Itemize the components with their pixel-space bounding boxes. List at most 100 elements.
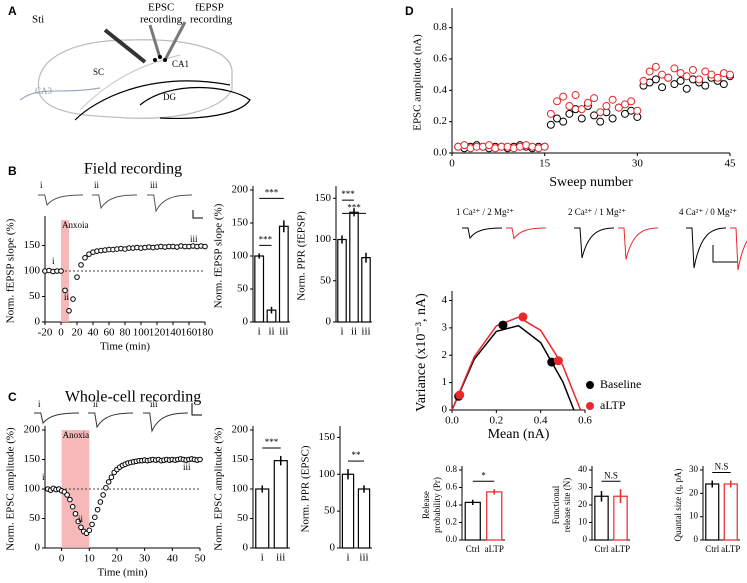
data-point <box>658 70 667 79</box>
data-point <box>627 97 636 106</box>
chart-title: Whole-cell recording <box>65 389 201 406</box>
data-point <box>713 73 722 82</box>
data-point <box>70 296 76 302</box>
y-axis-label: probability (Pr) <box>432 477 442 533</box>
trace <box>143 412 189 433</box>
x-tick-label: 60 <box>104 327 116 339</box>
data-point <box>651 75 660 84</box>
x-tick-label: 20 <box>111 553 123 565</box>
y-tick-label: 50 <box>237 283 249 295</box>
x-tick-label: 0 <box>58 327 64 339</box>
data-point <box>546 120 555 129</box>
data-point <box>726 70 734 79</box>
y-tick-label: 0.2 <box>446 517 457 527</box>
bar <box>273 460 288 549</box>
trace-condition: 2 Ca²⁺ / 1 Mg²⁺ <box>568 207 626 217</box>
x-tick-label: ii <box>268 326 274 338</box>
point-label: ii <box>78 514 84 524</box>
data-point <box>460 141 469 150</box>
data-point <box>498 320 508 330</box>
y-tick-label: 4 <box>442 294 448 306</box>
legend-label: aLTP <box>600 398 626 412</box>
significance-label: *** <box>259 234 273 244</box>
x-tick-label: 50 <box>195 553 207 565</box>
y-tick-label: 150 <box>232 453 249 465</box>
data-point <box>89 521 95 528</box>
data-point <box>78 524 84 531</box>
data-point <box>66 307 72 314</box>
data-point <box>105 479 112 485</box>
scale-bar <box>712 245 737 263</box>
y-tick-label: 50 <box>324 505 336 517</box>
data-point <box>202 243 208 250</box>
x-tick-label: iii <box>279 326 288 338</box>
data-point <box>577 105 586 114</box>
legend-marker <box>586 381 594 389</box>
y-tick-label: 100 <box>319 468 336 480</box>
x-tick-label: i <box>340 326 343 338</box>
bar <box>254 255 265 323</box>
data-point <box>596 117 605 126</box>
y-tick-label: 100 <box>232 250 249 262</box>
bar <box>357 488 371 549</box>
y-tick-label: 0.8 <box>446 464 458 474</box>
x-tick-label: aLTP <box>721 544 740 554</box>
data-point <box>670 80 679 89</box>
y-tick-label: 200 <box>24 424 41 436</box>
bar <box>594 495 609 541</box>
diagram-label: recording <box>190 14 233 26</box>
bar <box>341 473 355 549</box>
bar <box>486 491 503 541</box>
data-point <box>86 527 93 534</box>
y-tick-label: 50 <box>237 512 249 524</box>
y-axis-label: Quantal size (q, pA) <box>673 469 683 542</box>
data-point <box>707 70 716 79</box>
data-point <box>559 92 568 101</box>
bar <box>723 483 738 541</box>
bar <box>349 211 359 323</box>
y-tick-label: 200 <box>232 184 249 196</box>
y-tick-label: 150 <box>315 192 332 204</box>
significance-label: *** <box>265 187 279 197</box>
diagram-label: fEPSP <box>195 2 224 14</box>
y-tick-label: 20 <box>689 487 699 497</box>
diagram-label: DG <box>163 92 176 102</box>
y-axis-label: EPSC amplitude (nA) <box>412 34 424 131</box>
data-point <box>94 506 101 513</box>
y-tick-label: 0 <box>35 316 41 328</box>
data-point <box>701 67 710 76</box>
data-point <box>682 84 691 93</box>
x-tick-label: 0.2 <box>489 415 503 427</box>
data-point <box>664 73 673 82</box>
y-tick-label: 0.2 <box>433 115 447 127</box>
y-tick-label: 150 <box>232 217 249 229</box>
y-tick-label: 0.0 <box>446 534 458 544</box>
x-tick-label: 15 <box>539 158 551 170</box>
diagram-label: CA1 <box>172 59 189 69</box>
y-tick-label: 0 <box>35 542 41 554</box>
panel-label: D <box>405 4 414 18</box>
trace-condition: 4 Ca²⁺ / 0 Mg²⁺ <box>679 207 737 217</box>
x-tick-label: 160 <box>181 327 198 339</box>
data-point <box>78 262 84 268</box>
data-point <box>670 64 679 73</box>
data-point <box>620 109 629 118</box>
y-tick-label: 100 <box>232 483 249 495</box>
point-label: iii <box>190 234 198 244</box>
data-point <box>108 474 115 481</box>
data-point <box>645 67 654 76</box>
trace <box>88 412 134 429</box>
y-tick-label: 50 <box>29 290 41 302</box>
data-point <box>74 274 80 280</box>
data-point <box>596 108 605 117</box>
y-tick-label: 150 <box>24 239 41 251</box>
data-point <box>559 117 568 126</box>
x-tick-label: iii <box>276 552 285 564</box>
data-point <box>608 95 617 104</box>
data-point <box>602 102 611 110</box>
y-tick-label: 10 <box>578 517 588 527</box>
data-point <box>58 268 64 274</box>
x-tick-label: i <box>346 552 349 564</box>
x-tick-label: 45 <box>725 158 737 170</box>
data-point <box>633 106 642 115</box>
